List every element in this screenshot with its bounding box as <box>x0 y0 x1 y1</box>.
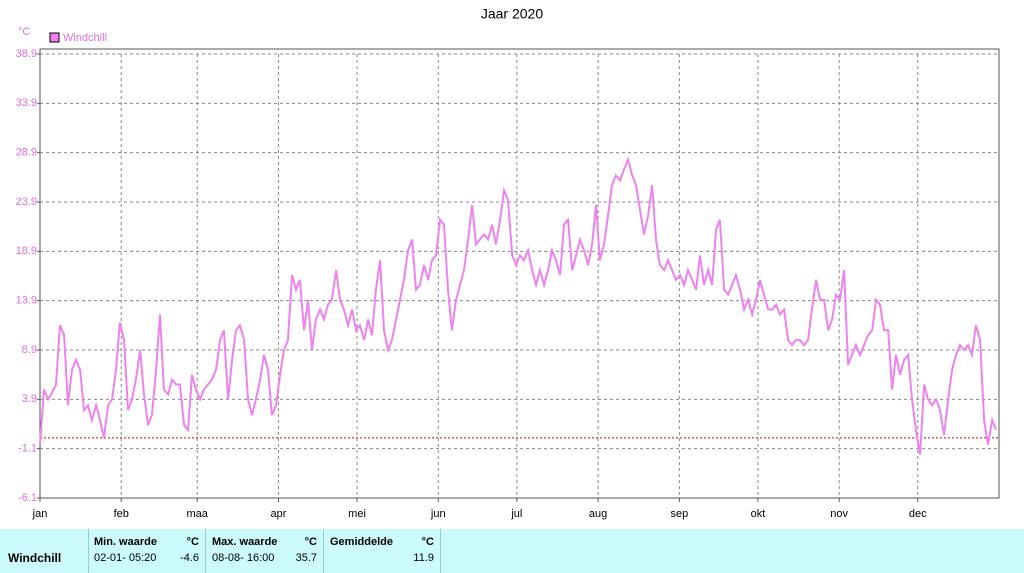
y-tick-label: 8.9 <box>22 344 37 356</box>
unit: °C <box>421 536 434 548</box>
background <box>0 0 1024 529</box>
row-label: Windchill <box>8 551 62 565</box>
y-tick-label: 23.9 <box>16 196 37 208</box>
time: 08-08- 16:00 <box>212 552 275 564</box>
x-tick-label: apr <box>270 508 286 520</box>
chart: Jaar 2020 °C -6.1 -1.1 3.9 8.9 13.9 18.9 23.9 2… <box>0 0 1024 529</box>
unit: °C <box>304 536 317 548</box>
value: -4.6 <box>180 552 199 564</box>
stats-table: Windchill Min. waarde °C 02-01- 05:20 -4… <box>0 529 1024 573</box>
legend-label: Windchill <box>63 32 107 44</box>
y-tick-label: 38.9 <box>16 48 37 60</box>
y-tick-label: 33.9 <box>16 97 37 109</box>
value: 11.9 <box>413 552 434 564</box>
x-tick-label: nov <box>830 508 848 520</box>
value: 35.7 <box>295 552 317 564</box>
legend-swatch <box>49 32 60 43</box>
y-tick-label: 3.9 <box>22 393 37 405</box>
x-tick-label: aug <box>589 508 607 520</box>
x-tick-label: sep <box>670 508 688 520</box>
y-tick-label: -6.1 <box>18 492 37 504</box>
series-line <box>39 156 998 455</box>
y-tick-label: 13.9 <box>16 295 37 307</box>
avg-cell: Gemiddelde °C 11.9 <box>324 529 441 573</box>
y-unit: °C <box>18 26 30 38</box>
x-tick-label: feb <box>114 508 129 520</box>
y-tick-label: -1.1 <box>18 443 37 455</box>
unit: °C <box>186 536 199 548</box>
x-tick-label: mei <box>348 508 366 520</box>
x-tick-label: okt <box>751 508 766 520</box>
x-tick-label: jun <box>430 508 446 520</box>
x-tick-label: maa <box>187 508 209 520</box>
chart-title: Jaar 2020 <box>481 6 543 22</box>
header: Gemiddelde <box>330 536 393 548</box>
x-tick-label: dec <box>909 508 927 520</box>
row-label-cell: Windchill <box>0 529 89 573</box>
time: 02-01- 05:20 <box>94 552 157 564</box>
x-tick-label: jan <box>32 508 48 520</box>
y-tick-label: 18.9 <box>16 245 37 257</box>
y-tick-label: 28.9 <box>16 147 37 159</box>
x-tick-label: jul <box>510 508 522 520</box>
min-cell: Min. waarde °C 02-01- 05:20 -4.6 <box>89 529 206 573</box>
max-cell: Max. waarde °C 08-08- 16:00 35.7 <box>206 529 324 573</box>
plot-border <box>39 48 1000 499</box>
header: Max. waarde <box>212 536 278 548</box>
header: Min. waarde <box>94 536 157 548</box>
